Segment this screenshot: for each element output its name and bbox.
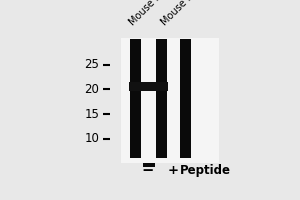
Text: Mouse heart: Mouse heart: [160, 0, 210, 28]
Text: Peptide: Peptide: [179, 164, 230, 177]
Text: 20: 20: [84, 83, 99, 96]
Bar: [129, 82, 168, 91]
Text: +: +: [167, 164, 178, 177]
Text: 15: 15: [84, 108, 99, 121]
Text: Mouse heart: Mouse heart: [127, 0, 177, 28]
Bar: [180, 39, 191, 158]
Text: 25: 25: [84, 58, 99, 71]
Text: 10: 10: [84, 132, 99, 145]
Bar: [121, 38, 219, 163]
Bar: [156, 39, 167, 158]
Text: −: −: [142, 163, 154, 178]
Bar: [130, 39, 141, 158]
Bar: [143, 163, 155, 167]
